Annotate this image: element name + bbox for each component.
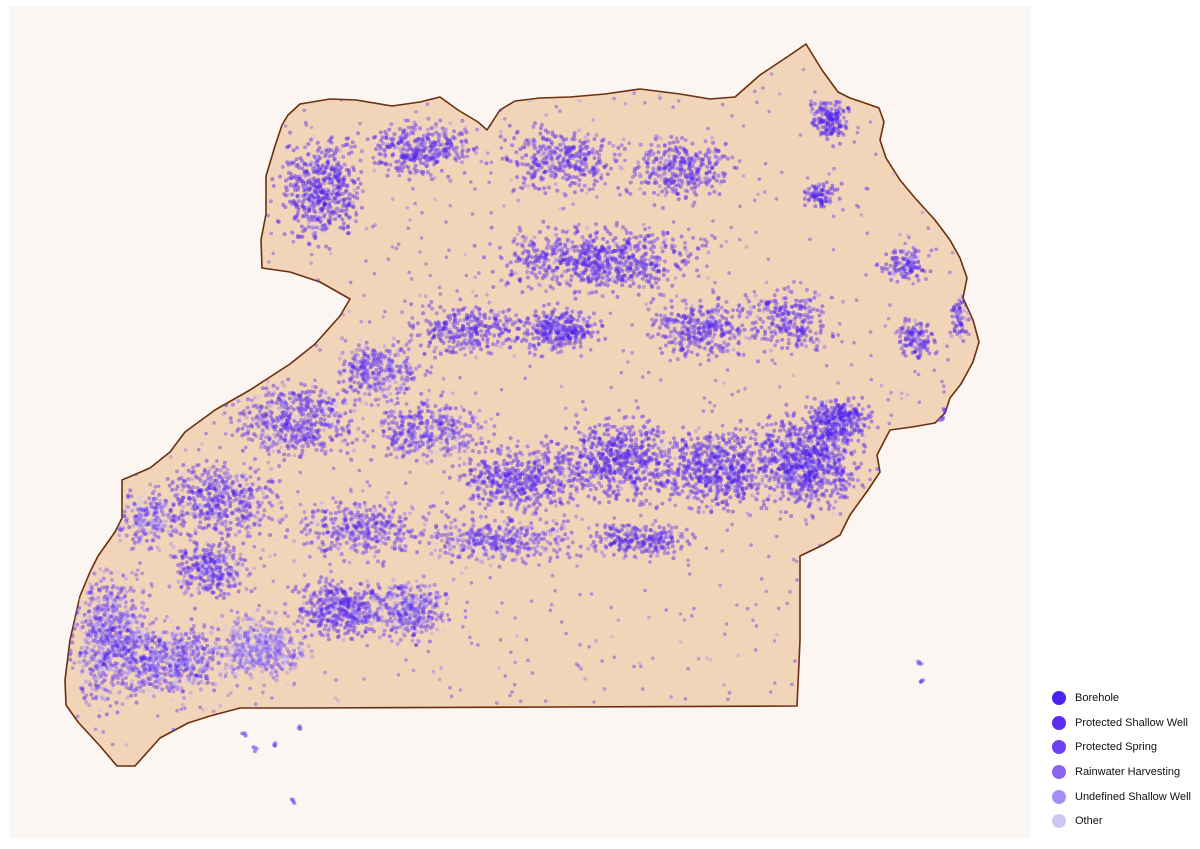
legend-swatch-protected-shallow-well [1052,715,1066,730]
legend-item-borehole[interactable]: Borehole [1052,686,1197,711]
legend-item-protected-shallow-well[interactable]: Protected Shallow Well [1052,711,1197,736]
legend-label-borehole: Borehole [1075,692,1120,705]
water-point-markers [65,58,972,760]
legend-swatch-protected-spring [1052,740,1066,755]
water-point-markers-outside [240,406,947,806]
legend-label-protected-spring: Protected Spring [1075,741,1157,754]
legend-swatch-other [1052,814,1066,829]
legend-item-other[interactable]: Other [1052,809,1197,834]
legend-label-rainwater-harvesting: Rainwater Harvesting [1075,766,1181,779]
country-outline [64,43,980,767]
legend: Borehole Protected Shallow Well Protecte… [1052,686,1197,834]
legend-label-undefined-shallow-well: Undefined Shallow Well [1075,790,1191,803]
legend-swatch-rainwater-harvesting [1052,765,1066,780]
legend-swatch-borehole [1052,691,1066,706]
legend-item-undefined-shallow-well[interactable]: Undefined Shallow Well [1052,784,1197,809]
legend-item-protected-spring[interactable]: Protected Spring [1052,735,1197,760]
legend-item-rainwater-harvesting[interactable]: Rainwater Harvesting [1052,760,1197,785]
legend-label-other: Other [1075,815,1103,828]
legend-label-protected-shallow-well: Protected Shallow Well [1075,716,1188,729]
legend-swatch-undefined-shallow-well [1052,789,1066,804]
